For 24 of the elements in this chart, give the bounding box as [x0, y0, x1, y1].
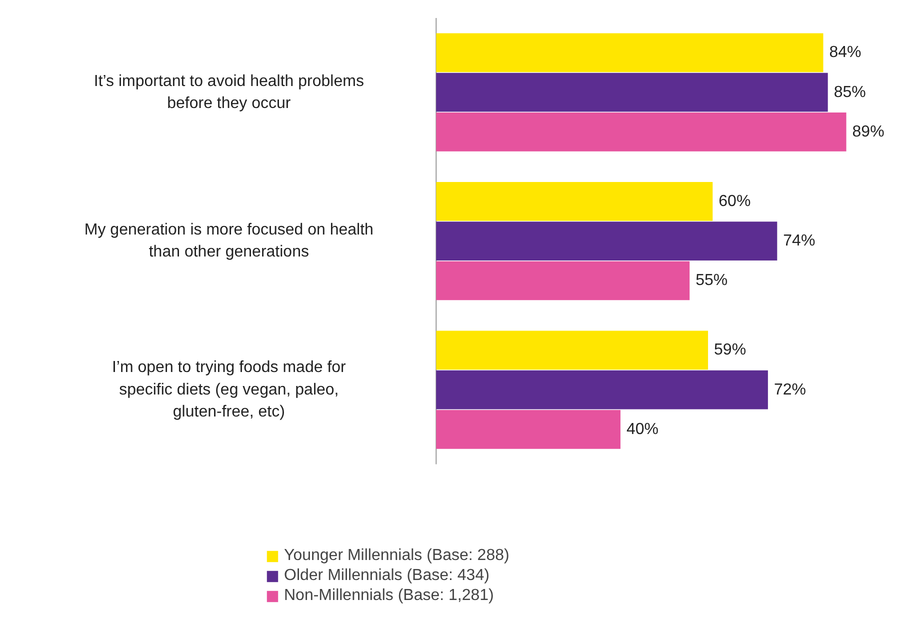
data-label: 85% — [834, 84, 866, 101]
data-label: 84% — [829, 44, 862, 62]
data-label: 60% — [718, 192, 751, 210]
bar — [436, 112, 846, 152]
bar — [436, 330, 708, 370]
y-tick-label: My generation is more focused on health than other generations — [84, 222, 374, 261]
bar — [436, 410, 620, 449]
bar — [436, 261, 690, 300]
y-tick-label: I’m open to trying foods made for specific diets (eg vegan, paleo, gluten-free, etc) — [112, 359, 347, 420]
bar — [436, 370, 768, 410]
bar — [436, 182, 713, 221]
bar — [436, 33, 824, 72]
data-label: 74% — [783, 232, 816, 250]
legend-label: Younger Millennials (Base: 288) — [284, 547, 510, 565]
data-label: 89% — [852, 123, 884, 140]
data-label: 72% — [774, 381, 806, 398]
data-label: 40% — [626, 420, 659, 438]
legend-label: Older Millennials (Base: 434) — [284, 567, 490, 585]
bar — [436, 72, 828, 112]
bar — [436, 222, 778, 260]
y-tick-label: It’s important to avoid health problems before they occur — [94, 72, 364, 112]
legend-label: Non-Millennials (Base: 1,281) — [284, 587, 494, 605]
data-label: 55% — [696, 272, 728, 290]
data-label: 59% — [714, 342, 746, 359]
